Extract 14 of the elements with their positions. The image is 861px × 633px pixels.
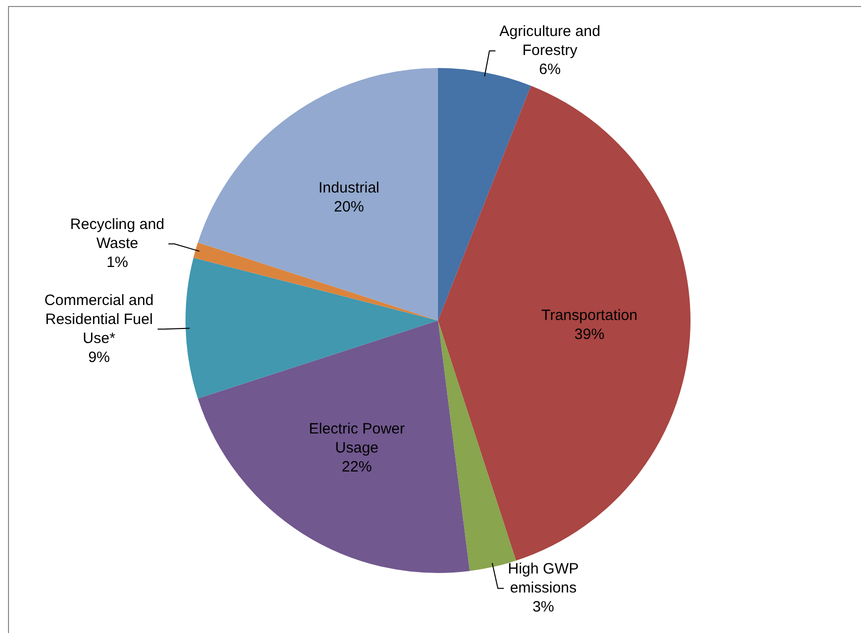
data-label: 3% <box>532 598 554 616</box>
slice-label: Transportation <box>541 306 638 324</box>
slice-label: Agriculture and Forestry <box>499 23 600 60</box>
slice-label: Electric Power Usage <box>308 420 405 457</box>
slice-label: Recycling and Waste <box>70 216 164 252</box>
data-label: 6% <box>539 61 561 78</box>
data-label: 39% <box>574 326 604 343</box>
slice-label: Industrial <box>318 180 380 197</box>
slice-label: Commercial and Residential Fuel Use* <box>44 292 154 347</box>
data-label: 9% <box>88 348 110 366</box>
data-label: 1% <box>106 254 128 272</box>
data-label: 20% <box>334 198 364 216</box>
data-label: 22% <box>342 458 372 476</box>
slice-label: High GWP emissions <box>508 560 579 597</box>
